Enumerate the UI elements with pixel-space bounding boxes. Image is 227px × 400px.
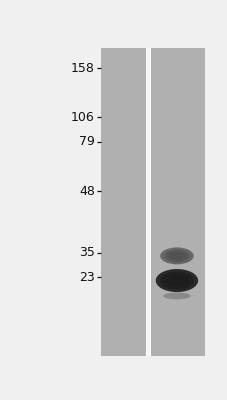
Text: 158: 158 — [71, 62, 94, 74]
Text: 79: 79 — [79, 136, 94, 148]
Bar — [151, 48, 204, 356]
Ellipse shape — [164, 250, 189, 262]
Ellipse shape — [155, 269, 197, 292]
Text: 48: 48 — [79, 185, 94, 198]
Ellipse shape — [165, 274, 188, 287]
Text: 23: 23 — [79, 271, 94, 284]
Text: 106: 106 — [71, 111, 94, 124]
Text: 35: 35 — [79, 246, 94, 259]
Bar — [145, 48, 151, 356]
Ellipse shape — [168, 252, 185, 260]
Ellipse shape — [163, 292, 190, 299]
Bar — [101, 48, 145, 356]
Ellipse shape — [159, 271, 193, 290]
Ellipse shape — [159, 248, 193, 264]
